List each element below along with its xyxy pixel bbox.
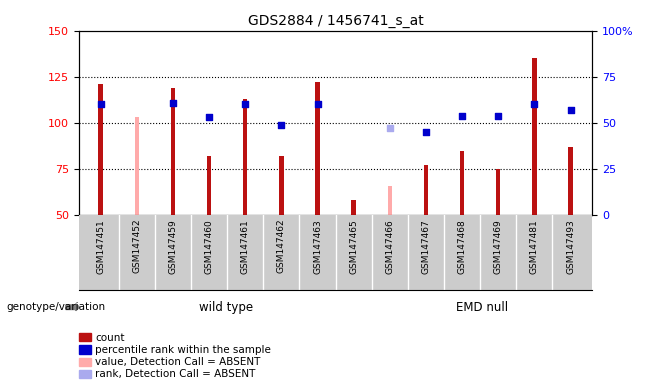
Text: GSM147468: GSM147468 [457, 219, 467, 273]
Text: rank, Detection Call = ABSENT: rank, Detection Call = ABSENT [95, 369, 256, 379]
Text: GSM147467: GSM147467 [421, 219, 430, 273]
Bar [279, 156, 284, 215]
Text: GSM147451: GSM147451 [96, 219, 105, 273]
Bar [424, 165, 428, 215]
Bar [569, 147, 572, 215]
Text: EMD null: EMD null [456, 301, 508, 314]
Point [168, 99, 178, 106]
Bar [351, 200, 356, 215]
Bar [99, 84, 103, 215]
Text: GSM147481: GSM147481 [530, 219, 539, 273]
Text: genotype/variation: genotype/variation [7, 302, 106, 312]
Text: GSM147461: GSM147461 [241, 219, 250, 273]
Bar [135, 118, 139, 215]
Bar [207, 156, 211, 215]
Text: value, Detection Call = ABSENT: value, Detection Call = ABSENT [95, 357, 261, 367]
Text: GSM147465: GSM147465 [349, 219, 358, 273]
Point [204, 114, 215, 121]
Point [384, 125, 395, 131]
Text: GSM147459: GSM147459 [168, 219, 178, 273]
Text: GSM147460: GSM147460 [205, 219, 214, 273]
Bar [171, 88, 175, 215]
Text: GSM147463: GSM147463 [313, 219, 322, 273]
Text: GSM147466: GSM147466 [386, 219, 394, 273]
Bar [388, 185, 392, 215]
Bar [496, 169, 500, 215]
Point [95, 101, 106, 108]
Point [529, 101, 540, 108]
Text: count: count [95, 333, 125, 343]
Point [240, 101, 251, 108]
Point [420, 129, 431, 135]
Point [457, 113, 467, 119]
Text: GSM147493: GSM147493 [566, 219, 575, 273]
Text: GSM147469: GSM147469 [494, 219, 503, 273]
Title: GDS2884 / 1456741_s_at: GDS2884 / 1456741_s_at [247, 14, 424, 28]
Text: wild type: wild type [199, 301, 253, 314]
Point [313, 101, 323, 108]
Point [276, 122, 287, 128]
Text: GSM147452: GSM147452 [132, 219, 141, 273]
Bar [460, 151, 465, 215]
Text: percentile rank within the sample: percentile rank within the sample [95, 345, 271, 355]
Point [565, 107, 576, 113]
Bar [243, 99, 247, 215]
Text: GSM147462: GSM147462 [277, 219, 286, 273]
Bar [532, 58, 536, 215]
Point [493, 113, 503, 119]
Bar [315, 82, 320, 215]
